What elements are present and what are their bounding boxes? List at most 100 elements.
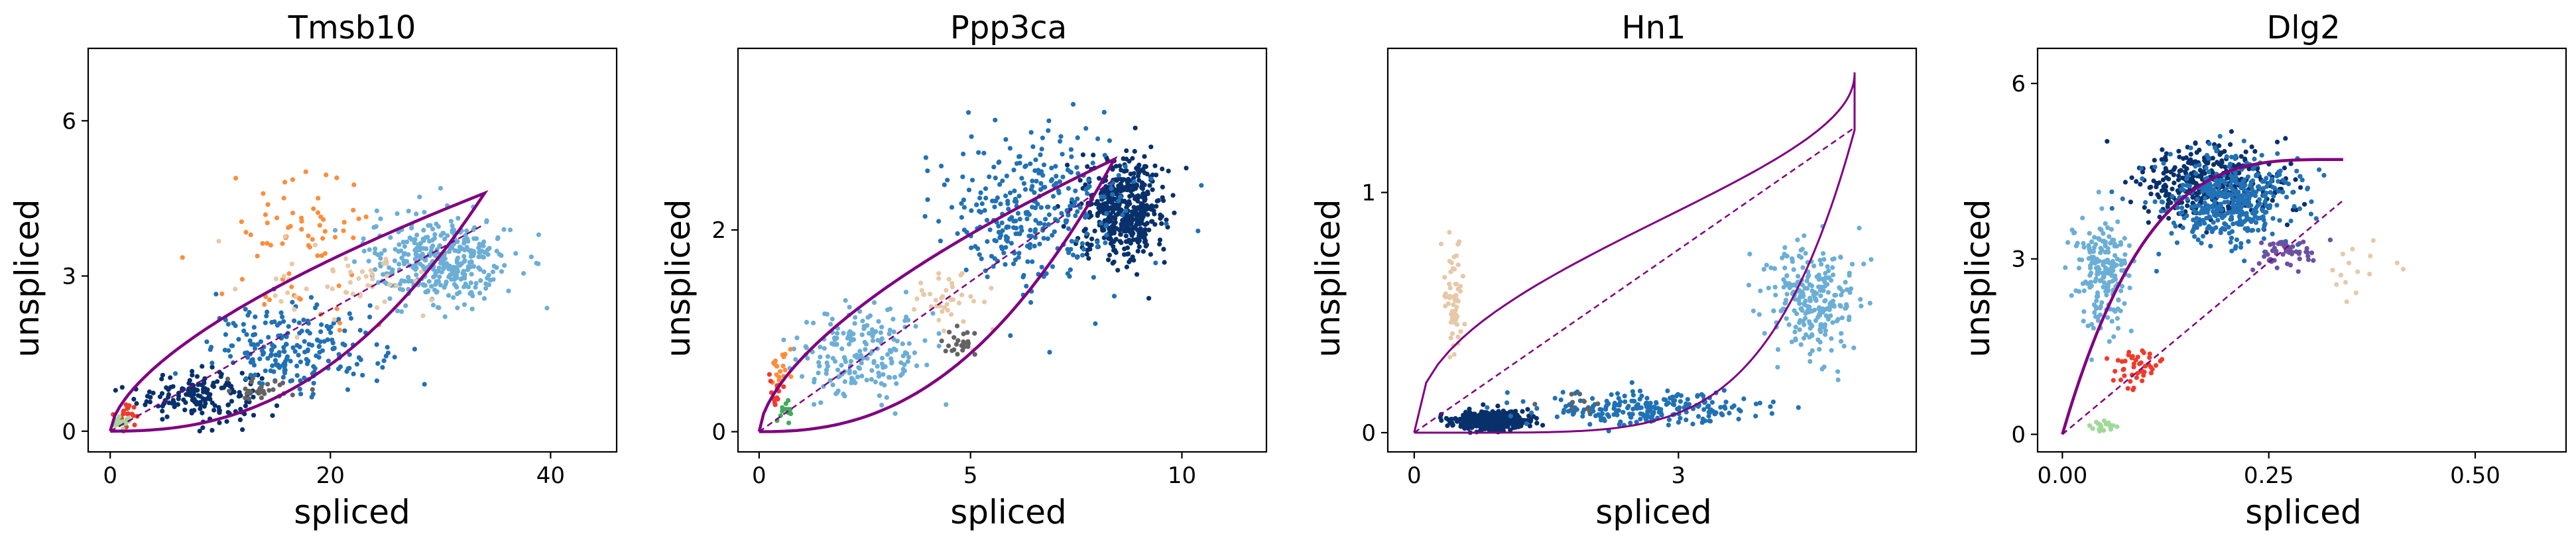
data-point — [1091, 275, 1096, 280]
data-point — [1838, 254, 1843, 260]
data-point — [1676, 419, 1682, 425]
data-point — [1005, 239, 1010, 244]
data-point — [1773, 292, 1778, 297]
data-point — [2208, 243, 2213, 248]
data-point — [946, 276, 951, 282]
data-point — [2134, 179, 2139, 184]
data-point — [484, 219, 489, 225]
data-point — [2172, 180, 2177, 186]
data-point — [1817, 305, 1822, 310]
data-point — [290, 177, 295, 182]
data-point — [1645, 409, 1650, 414]
data-point — [1802, 233, 1807, 239]
y-tick-label: 3 — [62, 264, 76, 290]
data-point — [900, 371, 905, 376]
data-point — [2301, 201, 2307, 207]
data-point — [2160, 177, 2166, 183]
data-point — [1803, 315, 1808, 321]
data-point — [1125, 252, 1130, 257]
data-point — [1525, 407, 1530, 412]
data-point — [2165, 204, 2170, 209]
data-point — [1529, 410, 1534, 415]
data-point — [879, 361, 885, 366]
data-point — [195, 388, 200, 393]
data-point — [1458, 424, 1463, 429]
data-point — [322, 251, 328, 256]
data-point — [2178, 168, 2183, 173]
data-point — [166, 392, 172, 398]
data-point — [224, 419, 229, 424]
data-point — [2194, 215, 2199, 221]
data-point — [947, 329, 952, 335]
data-point — [281, 349, 286, 354]
data-point — [2233, 208, 2239, 213]
data-point — [945, 178, 950, 183]
data-point — [381, 358, 387, 364]
data-point — [2103, 221, 2108, 226]
data-point — [1859, 303, 1864, 309]
data-point — [2075, 241, 2080, 246]
data-point — [2245, 226, 2250, 231]
data-point — [1666, 422, 1671, 428]
data-point — [2262, 199, 2268, 204]
data-point — [1614, 408, 1620, 413]
data-point — [1003, 193, 1009, 199]
data-point — [296, 352, 301, 358]
data-point — [824, 311, 829, 317]
data-point — [2218, 192, 2223, 197]
data-point — [255, 342, 261, 347]
x-tick-label: 0 — [103, 462, 117, 489]
data-point — [951, 347, 957, 352]
data-point — [961, 151, 966, 156]
data-point — [217, 420, 222, 425]
data-point — [2253, 173, 2259, 178]
data-point — [2160, 356, 2165, 362]
data-point — [2138, 166, 2144, 171]
x-tick-label: 0.00 — [2038, 462, 2088, 489]
data-point — [421, 246, 426, 251]
data-point — [1644, 396, 1650, 401]
data-point — [275, 362, 280, 368]
data-point — [1131, 225, 1136, 230]
data-point — [876, 319, 881, 324]
data-point — [870, 338, 876, 343]
data-point — [361, 236, 366, 241]
data-point — [2217, 212, 2223, 217]
data-point — [261, 351, 267, 356]
data-point — [1817, 310, 1823, 315]
data-point — [306, 233, 311, 239]
data-point — [262, 301, 267, 307]
data-point — [987, 227, 993, 233]
data-point — [2222, 221, 2227, 227]
data-point — [2168, 152, 2173, 157]
data-point — [2103, 250, 2108, 255]
data-point — [2239, 154, 2244, 159]
data-point — [436, 305, 442, 311]
data-point — [1823, 270, 1828, 276]
data-point — [2105, 225, 2111, 231]
data-point — [1772, 266, 1778, 271]
data-point — [1796, 274, 1801, 279]
data-point — [2118, 288, 2124, 294]
data-point — [2148, 364, 2154, 370]
data-point — [420, 282, 426, 287]
data-point — [402, 278, 407, 284]
data-point — [2202, 200, 2207, 205]
data-point — [793, 356, 798, 362]
data-point — [1122, 227, 1127, 233]
data-point — [2197, 221, 2203, 227]
data-point — [421, 227, 426, 233]
data-point — [2203, 195, 2208, 201]
data-point — [905, 359, 910, 364]
data-point — [1110, 167, 1115, 172]
data-point — [2204, 215, 2209, 221]
data-point — [1014, 161, 1020, 166]
data-point — [1462, 426, 1467, 431]
data-point — [1746, 282, 1752, 288]
data-point — [2119, 284, 2125, 289]
data-point — [1116, 184, 1121, 189]
data-point — [528, 254, 534, 260]
data-point — [2279, 241, 2284, 246]
data-point — [259, 384, 264, 390]
